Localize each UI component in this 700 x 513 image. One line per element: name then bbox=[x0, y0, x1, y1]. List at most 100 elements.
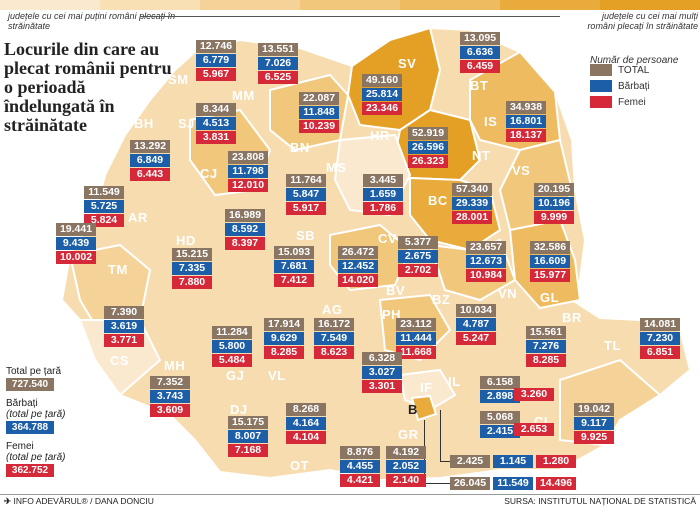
county-box-b: 26.045 11.549 14.496 bbox=[450, 477, 580, 491]
tm-total: 19.441 bbox=[56, 223, 96, 236]
county-code-ot: OT bbox=[290, 458, 310, 473]
bv-men: 12.452 bbox=[338, 260, 378, 273]
bt-women: 6.459 bbox=[460, 60, 500, 73]
bt-total: 13.095 bbox=[460, 32, 500, 45]
dj-men: 8.007 bbox=[228, 430, 268, 443]
nt-men: 26.596 bbox=[408, 141, 448, 154]
country-women-sub: (total pe țară) bbox=[6, 452, 66, 463]
legend-label-total: TOTAL bbox=[618, 64, 650, 76]
county-box-bh: 13.292 6.849 6.443 bbox=[130, 140, 170, 182]
cl-men: 2.415 bbox=[480, 425, 520, 438]
sj-women: 3.831 bbox=[196, 131, 236, 144]
bh-women: 6.443 bbox=[130, 168, 170, 181]
sj-total: 8.344 bbox=[196, 103, 236, 116]
gl-women: 15.977 bbox=[530, 269, 570, 282]
mm-men: 7.026 bbox=[258, 57, 298, 70]
county-code-bh: BH bbox=[134, 116, 154, 131]
county-box-mm: 13.551 7.026 6.525 bbox=[258, 43, 298, 85]
county-box-hr: 3.445 1.659 1.786 bbox=[363, 174, 403, 216]
tr-total: 8.876 bbox=[340, 446, 380, 459]
if-men: 1.145 bbox=[493, 455, 533, 468]
bc-total: 57.340 bbox=[452, 183, 492, 196]
county-code-ag: AG bbox=[322, 302, 343, 317]
county-code-tl: TL bbox=[604, 338, 621, 353]
il-men: 2.898 bbox=[480, 390, 520, 403]
ot-total: 8.268 bbox=[286, 403, 326, 416]
county-box-vs: 20.195 10.196 9.999 bbox=[534, 183, 574, 225]
county-code-vs: VS bbox=[512, 163, 531, 178]
ot-women: 4.104 bbox=[286, 431, 326, 444]
bz-total: 10.034 bbox=[456, 304, 496, 317]
is-women: 18.137 bbox=[506, 129, 546, 142]
vs-women: 9.999 bbox=[534, 211, 574, 224]
legend-label-men: Bărbați bbox=[618, 80, 650, 92]
bucharest-leader-line-h bbox=[424, 483, 450, 484]
scale-step-6 bbox=[500, 0, 600, 10]
ar-total: 11.549 bbox=[84, 186, 124, 199]
nt-women: 26.323 bbox=[408, 155, 448, 168]
il-women: 3.260 bbox=[514, 388, 554, 401]
county-box-db: 6.328 3.027 3.301 bbox=[362, 352, 402, 394]
tl-women: 6.851 bbox=[640, 346, 680, 359]
county-code-vn: VN bbox=[498, 286, 518, 301]
county-box-ct: 19.042 9.117 9.925 bbox=[574, 403, 614, 445]
cv-total: 5.377 bbox=[398, 236, 438, 249]
country-total-label: Total pe țară bbox=[6, 366, 62, 377]
tl-total: 14.081 bbox=[640, 318, 680, 331]
bv-total: 26.472 bbox=[338, 246, 378, 259]
county-box-vn: 23.657 12.673 10.984 bbox=[466, 241, 506, 283]
tl-men: 7.230 bbox=[640, 332, 680, 345]
county-box-ar: 11.549 5.725 5.824 bbox=[84, 186, 124, 228]
scale-step-4 bbox=[300, 0, 400, 10]
sb-women: 7.412 bbox=[274, 274, 314, 287]
scale-step-5 bbox=[400, 0, 500, 10]
br-women: 8.285 bbox=[526, 354, 566, 367]
vn-women: 10.984 bbox=[466, 269, 506, 282]
scale-note-left: județele cu cei mai puțini români plecaț… bbox=[8, 11, 176, 31]
cs-total: 7.390 bbox=[104, 306, 144, 319]
sb-men: 7.681 bbox=[274, 260, 314, 273]
county-code-gr: GR bbox=[398, 427, 419, 442]
gj-men: 5.800 bbox=[212, 340, 252, 353]
county-code-sv: SV bbox=[398, 56, 417, 71]
cj-men: 11.798 bbox=[228, 165, 268, 178]
county-box-ag: 16.172 7.549 8.623 bbox=[314, 318, 354, 360]
county-box-bz: 10.034 4.787 5.247 bbox=[456, 304, 496, 346]
mh-total: 7.352 bbox=[150, 376, 190, 389]
bz-women: 5.247 bbox=[456, 332, 496, 345]
county-code-gj: GJ bbox=[226, 368, 245, 383]
bt-men: 6.636 bbox=[460, 46, 500, 59]
if-women: 1.280 bbox=[536, 455, 576, 468]
county-box-ms: 11.764 5.847 5.917 bbox=[286, 174, 326, 216]
ct-men: 9.117 bbox=[574, 417, 614, 430]
bc-men: 29.339 bbox=[452, 197, 492, 210]
gr-women: 2.140 bbox=[386, 474, 426, 487]
scale-note-right: județele cu cei mai mulți români plecați… bbox=[587, 11, 698, 31]
vl-women: 8.285 bbox=[264, 346, 304, 359]
gr-men: 2.052 bbox=[386, 460, 426, 473]
bc-women: 28.001 bbox=[452, 211, 492, 224]
county-code-nt: NT bbox=[472, 148, 491, 163]
mh-women: 3.609 bbox=[150, 404, 190, 417]
ab-total: 16.989 bbox=[225, 209, 265, 222]
country-total-value: 727.540 bbox=[6, 378, 54, 391]
db-men: 3.027 bbox=[362, 366, 402, 379]
ilfov-leader-line bbox=[440, 410, 441, 462]
county-code-sm: SM bbox=[168, 72, 189, 87]
county-code-bz: BZ bbox=[432, 292, 451, 307]
ilfov-leader-line-h bbox=[440, 461, 450, 462]
sv-women: 23.346 bbox=[362, 102, 402, 115]
county-box-il: 6.158 2.898 3.260 bbox=[480, 376, 554, 418]
county-box-cs: 7.390 3.619 3.771 bbox=[104, 306, 144, 348]
county-box-br: 15.561 7.276 8.285 bbox=[526, 326, 566, 368]
county-box-if: 2.425 1.145 1.280 bbox=[450, 455, 580, 469]
country-men-value: 364.788 bbox=[6, 421, 54, 434]
cl-total: 5.068 bbox=[480, 411, 520, 424]
hd-men: 7.335 bbox=[172, 262, 212, 275]
db-total: 6.328 bbox=[362, 352, 402, 365]
legend-title: Număr de persoane bbox=[590, 55, 679, 66]
region-b bbox=[410, 394, 438, 422]
county-box-tr: 8.876 4.455 4.421 bbox=[340, 446, 380, 488]
country-men-sub: (total pe țară) bbox=[6, 409, 66, 420]
county-box-nt: 52.919 26.596 26.323 bbox=[408, 127, 448, 169]
